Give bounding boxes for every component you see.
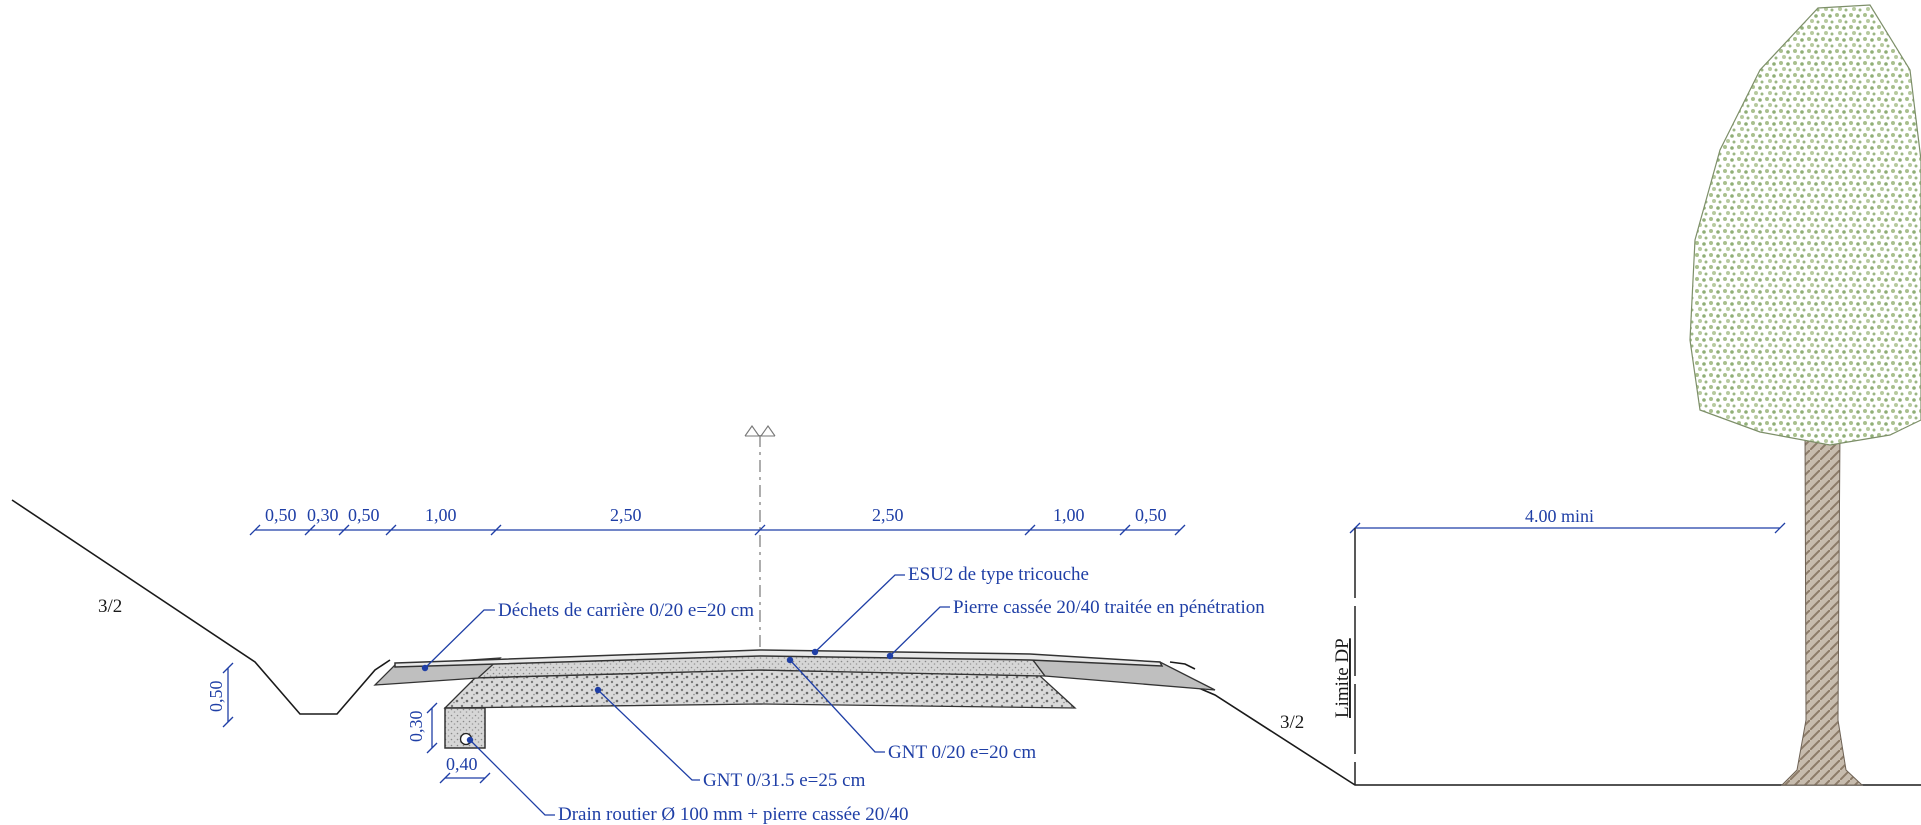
- ditch-depth-label: 0,50: [206, 681, 226, 713]
- label-gnt-0315: GNT 0/31.5 e=25 cm: [703, 770, 866, 791]
- dimension-tick: [426, 742, 438, 754]
- dim-label: 2,50: [872, 505, 904, 525]
- dim-label-right: 4.00 mini: [1525, 506, 1594, 526]
- label-esu2: ESU2 de type tricouche: [908, 564, 1089, 585]
- dim-label: 0,30: [307, 505, 339, 525]
- drain-trench: [444, 707, 486, 749]
- drain-width-label: 0,40: [446, 754, 478, 774]
- label-broken-stone: Pierre cassée 20/40 traitée en pénétrati…: [953, 597, 1265, 618]
- road-surface: [394, 649, 1164, 668]
- axis-symbol: [744, 425, 776, 437]
- label-quarry-waste: Déchets de carrière 0/20 e=20 cm: [498, 600, 754, 621]
- dim-label: 1,00: [1053, 505, 1085, 525]
- drain-height-label: 0,30: [406, 711, 426, 743]
- curb-detail: [1169, 661, 1196, 670]
- dimension-tick: [439, 772, 451, 784]
- dim-label: 0,50: [265, 505, 297, 525]
- dim-label: 2,50: [610, 505, 642, 525]
- slope-right-label: 3/2: [1280, 712, 1304, 733]
- dimension-tick: [222, 716, 234, 728]
- tree-trunk: [1780, 429, 1864, 786]
- label-drain: Drain routier Ø 100 mm + pierre cassée 2…: [558, 804, 909, 825]
- limit-dp-label: Limite DP: [1332, 638, 1353, 718]
- dim-label: 0,50: [348, 505, 380, 525]
- label-gnt-020: GNT 0/20 e=20 cm: [888, 742, 1036, 763]
- dimension-tick: [479, 772, 491, 784]
- dimension-ticks: [249, 524, 1186, 536]
- dimension-tick: [222, 662, 234, 674]
- dim-label: 0,50: [1135, 505, 1167, 525]
- leader-dots: [421, 648, 894, 744]
- dimension-tick: [426, 702, 438, 714]
- leader-lines: [424, 574, 950, 816]
- tree-foliage: [1689, 4, 1921, 446]
- dimension-tick: [1774, 522, 1786, 534]
- dim-label: 1,00: [425, 505, 457, 525]
- slope-left-label: 3/2: [98, 596, 122, 617]
- ground-profile-left: [11, 499, 391, 715]
